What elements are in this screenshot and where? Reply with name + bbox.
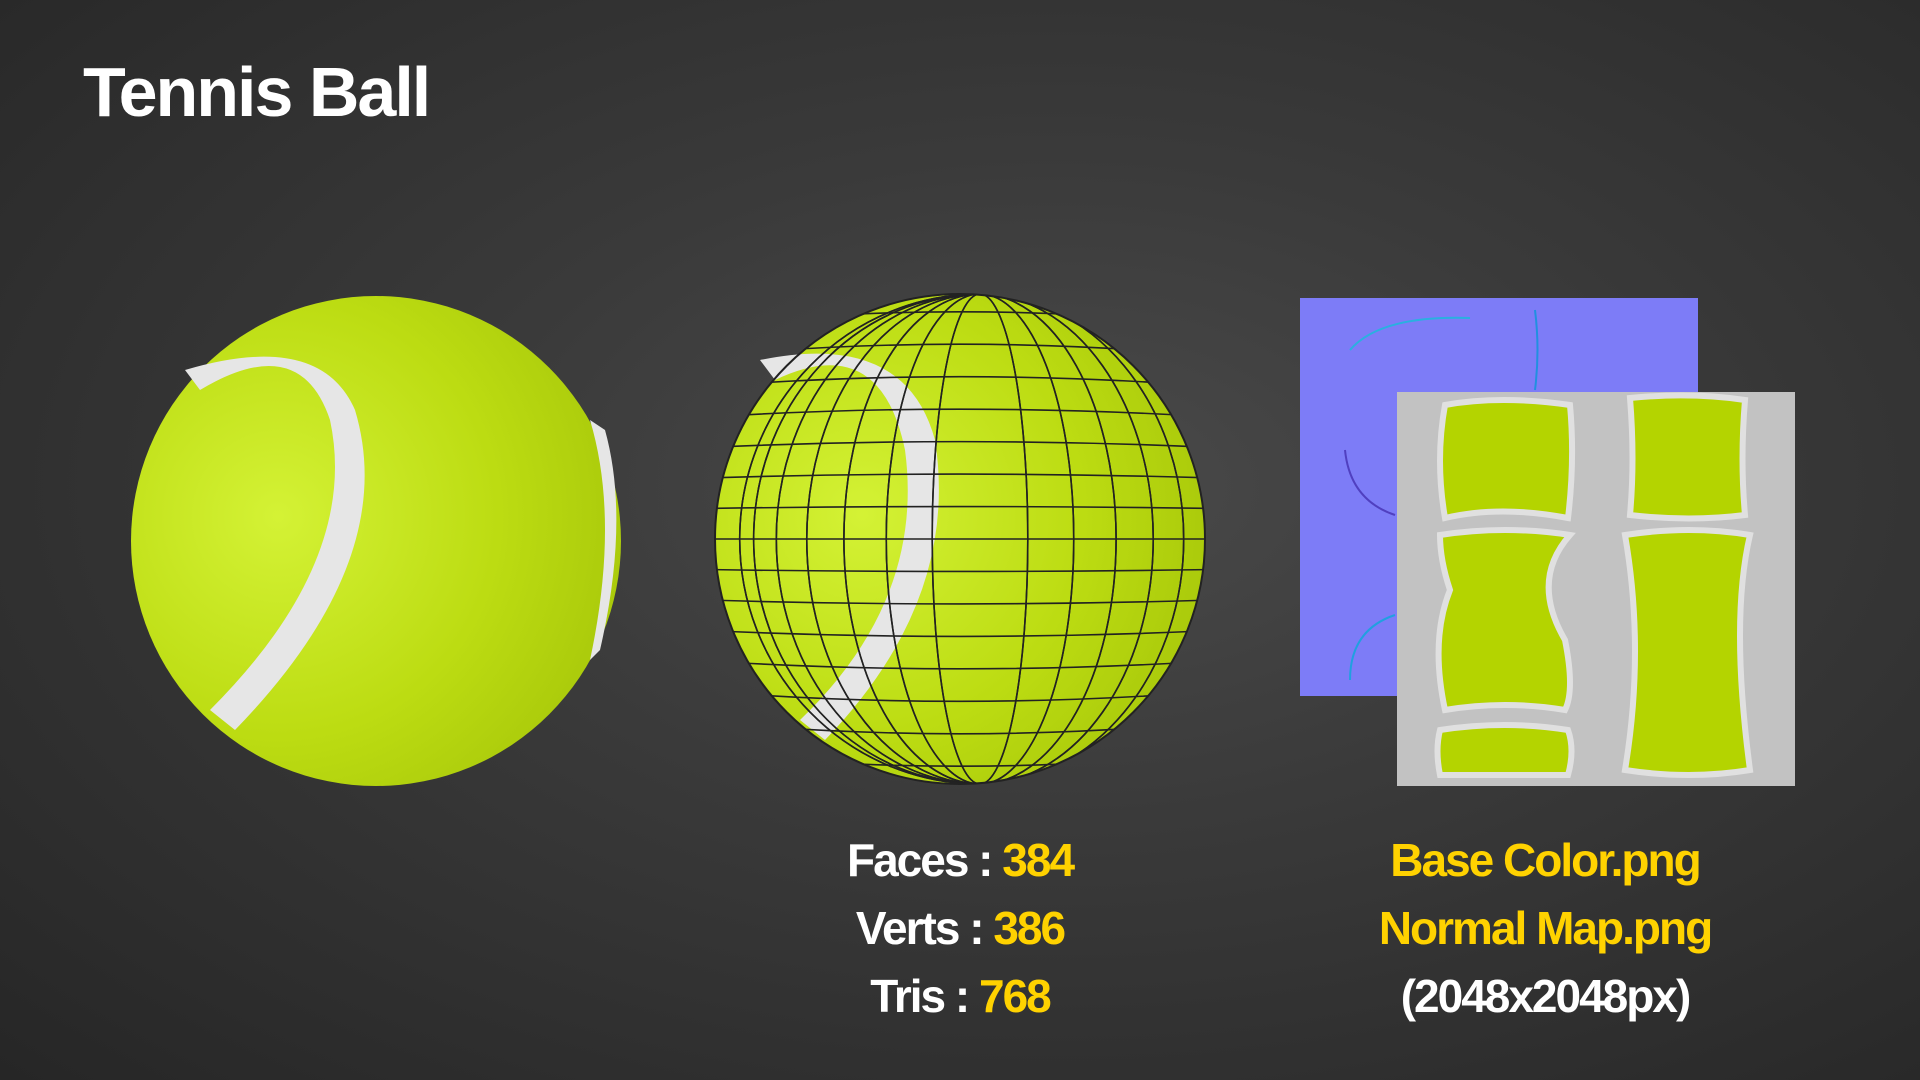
texture-file-normal-map: Normal Map.png xyxy=(1378,902,1713,954)
base-color-texture xyxy=(1397,392,1795,786)
texture-file-base-color: Base Color.png xyxy=(1390,834,1701,886)
stat-verts: Verts : 386 xyxy=(855,902,1066,954)
wire-parallel xyxy=(715,630,1205,638)
wire-parallel xyxy=(715,660,1205,670)
wire-parallel xyxy=(715,599,1205,605)
texture-info: Base Color.png Normal Map.png (2048x2048… xyxy=(1295,826,1795,1030)
stat-tris: Tris : 768 xyxy=(870,970,1051,1022)
wire-parallel xyxy=(715,691,1205,703)
wire-parallel xyxy=(715,505,1205,510)
mesh-stats: Faces : 384 Verts : 386 Tris : 768 xyxy=(760,826,1160,1030)
tennis-ball-wireframe xyxy=(714,293,1206,785)
stat-faces: Faces : 384 xyxy=(846,834,1075,886)
texture-resolution: (2048x2048px) xyxy=(1400,970,1692,1022)
tennis-ball-render xyxy=(131,296,621,786)
wire-parallel xyxy=(715,568,1205,573)
wire-parallel xyxy=(715,375,1205,387)
wire-parallel xyxy=(715,440,1205,448)
wire-parallel xyxy=(715,473,1205,479)
wire-parallel xyxy=(715,408,1205,418)
page-title: Tennis Ball xyxy=(83,53,431,131)
